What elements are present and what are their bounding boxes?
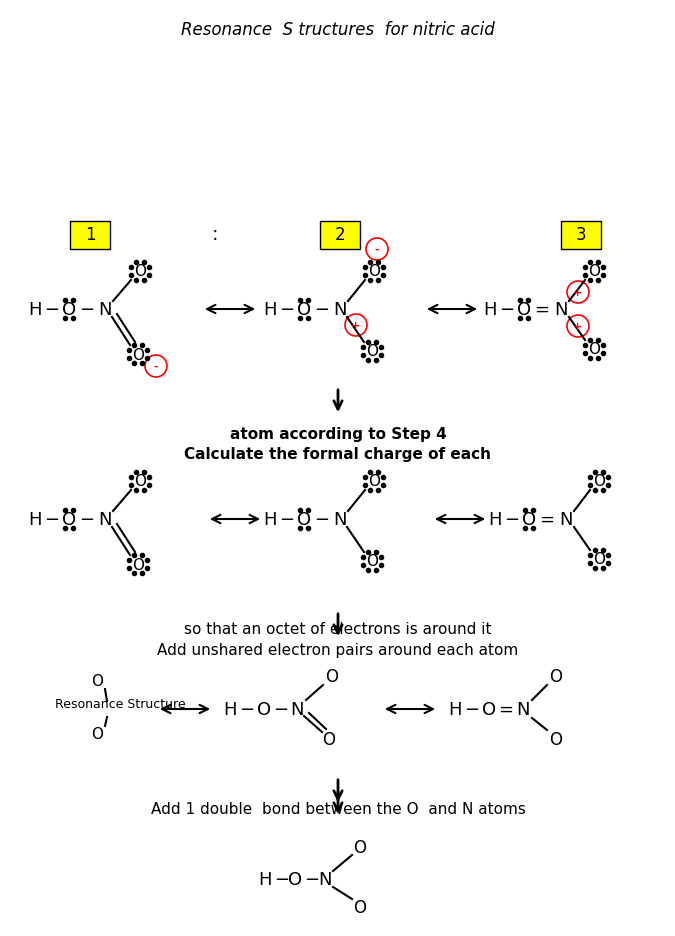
Text: −: − — [80, 300, 94, 318]
Text: −: − — [45, 300, 59, 318]
Text: −: − — [304, 870, 319, 888]
Text: N: N — [554, 300, 568, 318]
Text: −: − — [500, 300, 514, 318]
Text: O: O — [354, 838, 367, 856]
FancyBboxPatch shape — [561, 222, 601, 250]
Text: =: = — [535, 300, 549, 318]
Text: O: O — [593, 552, 605, 567]
Text: O: O — [517, 300, 531, 318]
Text: H: H — [488, 510, 502, 529]
Text: O: O — [593, 474, 605, 489]
Text: N: N — [318, 870, 331, 888]
Text: H: H — [223, 700, 237, 718]
Text: H: H — [259, 870, 272, 888]
Text: O: O — [62, 300, 76, 318]
Text: O: O — [288, 870, 302, 888]
Text: atom according to Step 4: atom according to Step 4 — [230, 427, 446, 442]
Text: O: O — [588, 264, 600, 279]
Text: H: H — [28, 510, 42, 529]
Text: Resonance Structure: Resonance Structure — [55, 697, 186, 710]
Text: N: N — [290, 700, 304, 718]
FancyBboxPatch shape — [70, 222, 110, 250]
Text: O: O — [325, 667, 338, 685]
Text: O: O — [366, 554, 378, 569]
Text: O: O — [482, 700, 496, 718]
Text: −: − — [464, 700, 479, 718]
Text: +: + — [573, 287, 583, 298]
Text: O: O — [366, 344, 378, 359]
Text: −: − — [315, 300, 329, 318]
Text: O: O — [62, 510, 76, 529]
Text: N: N — [333, 300, 347, 318]
Text: O: O — [91, 674, 103, 689]
Text: O: O — [91, 726, 103, 741]
Text: O: O — [549, 730, 562, 748]
Text: H: H — [263, 510, 277, 529]
Text: −: − — [240, 700, 254, 718]
Text: O: O — [368, 474, 380, 489]
Text: −: − — [279, 510, 294, 529]
FancyBboxPatch shape — [320, 222, 360, 250]
Text: −: − — [80, 510, 94, 529]
Text: N: N — [516, 700, 530, 718]
Text: O: O — [549, 667, 562, 685]
Text: O: O — [132, 347, 144, 362]
Text: −: − — [279, 300, 294, 318]
Text: H: H — [263, 300, 277, 318]
Text: N: N — [99, 510, 112, 529]
Text: O: O — [297, 510, 311, 529]
Text: O: O — [323, 730, 335, 748]
Text: H: H — [483, 300, 497, 318]
Text: so that an octet of electrons is around it: so that an octet of electrons is around … — [184, 622, 492, 636]
Text: −: − — [504, 510, 520, 529]
Text: Add unshared electron pairs around each atom: Add unshared electron pairs around each … — [157, 642, 518, 657]
Text: −: − — [315, 510, 329, 529]
Text: 1: 1 — [84, 226, 95, 243]
Text: −: − — [45, 510, 59, 529]
Text: O: O — [134, 474, 146, 489]
Text: 3: 3 — [576, 226, 587, 243]
Text: O: O — [354, 898, 367, 916]
Text: O: O — [297, 300, 311, 318]
Text: O: O — [368, 264, 380, 279]
Text: O: O — [588, 343, 600, 358]
Text: +: + — [352, 321, 360, 330]
Text: Add 1 double  bond between the O  and N atoms: Add 1 double bond between the O and N at… — [151, 801, 525, 816]
Text: O: O — [132, 557, 144, 572]
Text: +: + — [573, 322, 583, 331]
Text: H: H — [28, 300, 42, 318]
Text: O: O — [257, 700, 271, 718]
Text: −: − — [275, 870, 290, 888]
Text: N: N — [560, 510, 573, 529]
Text: N: N — [333, 510, 347, 529]
Text: N: N — [99, 300, 112, 318]
Text: -: - — [154, 361, 159, 372]
Text: 2: 2 — [335, 226, 346, 243]
Text: H: H — [448, 700, 462, 718]
Text: :: : — [212, 226, 218, 244]
Text: O: O — [522, 510, 536, 529]
Text: −: − — [273, 700, 289, 718]
Text: =: = — [539, 510, 554, 529]
Text: =: = — [499, 700, 514, 718]
Text: O: O — [134, 264, 146, 279]
Text: -: - — [375, 244, 379, 255]
Text: Resonance  S tructures  for nitric acid: Resonance S tructures for nitric acid — [181, 21, 495, 39]
Text: Calculate the formal charge of each: Calculate the formal charge of each — [184, 447, 491, 462]
